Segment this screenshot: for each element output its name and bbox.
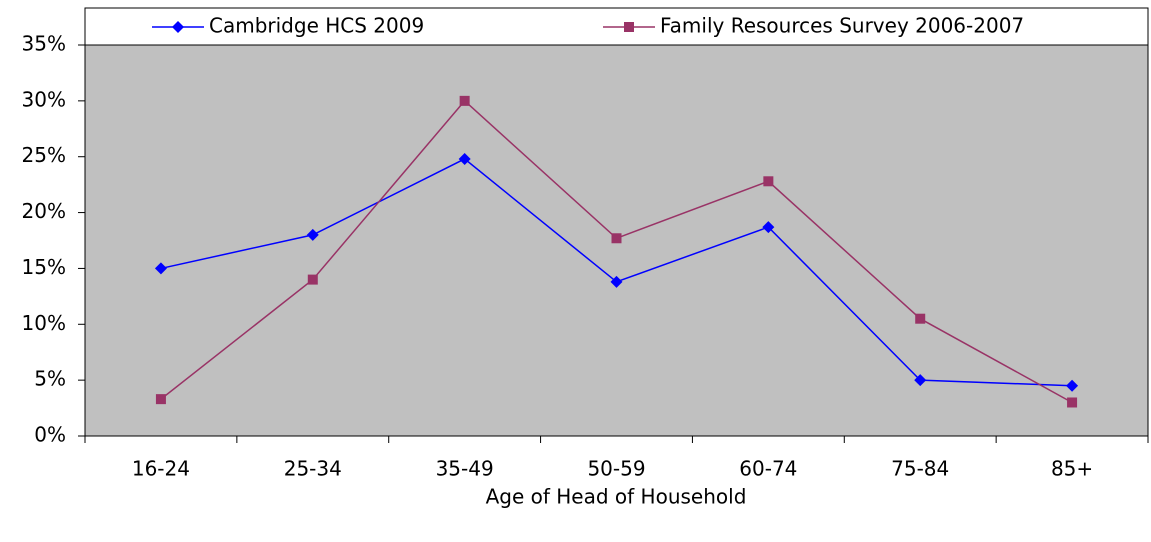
marker [154,262,167,275]
legend-label: Family Resources Survey 2006-2007 [660,14,1024,38]
y-tick-label: 20% [22,199,66,223]
x-tick-label: 35-49 [436,457,494,481]
marker [306,228,319,241]
y-tick-label: 5% [34,367,66,391]
x-axis-label: Age of Head of Household [486,485,747,509]
y-tick-label: 0% [34,423,66,447]
x-tick-label: 50-59 [587,457,645,481]
y-tick-label: 25% [22,143,66,167]
marker [459,95,470,106]
x-tick-label: 16-24 [132,457,190,481]
legend-label: Cambridge HCS 2009 [209,14,424,38]
x-tick-label: 60-74 [739,457,797,481]
x-tick-label: 25-34 [284,457,342,481]
x-tick-label: 75-84 [891,457,949,481]
y-tick-label: 10% [22,311,66,335]
marker [611,233,622,244]
marker [914,374,927,387]
marker [1067,397,1078,408]
y-tick-label: 35% [22,32,66,56]
marker [763,176,774,187]
marker [307,274,318,285]
y-tick-label: 30% [22,87,66,111]
marker [155,394,166,405]
marker [458,152,471,165]
legend-marker [624,22,634,32]
marker [1066,379,1079,392]
marker [610,275,623,288]
marker [762,221,775,234]
legend-marker [172,21,184,33]
x-tick-label: 85+ [1051,457,1093,481]
marker [915,313,926,324]
y-tick-label: 15% [22,255,66,279]
